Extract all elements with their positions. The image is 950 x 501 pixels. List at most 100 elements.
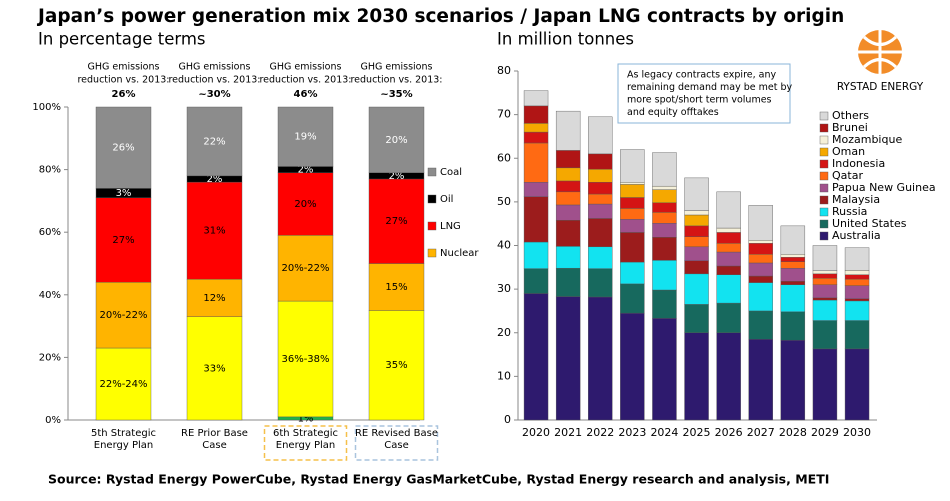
legend-swatch: [819, 171, 829, 181]
bar-segment: [523, 196, 549, 243]
bar-segment: [748, 339, 773, 421]
bar-segment: [588, 116, 613, 155]
bar-segment: [748, 240, 773, 244]
bar-segment: [555, 110, 581, 151]
bar-segment: [588, 182, 613, 195]
legend-swatch: [819, 135, 829, 145]
bar-segment: [780, 267, 806, 282]
bar-segment: [588, 246, 613, 269]
y-tick-label: 0%: [45, 415, 61, 426]
category-label-box: RE Revised Base Case: [355, 428, 438, 451]
legend-label: Others: [832, 109, 869, 122]
legend-label: Coal: [440, 167, 462, 178]
annotation-line: reduction vs. 2013:: [259, 75, 351, 86]
bar-segment: [652, 318, 677, 421]
logo-text: RYSTAD ENERGY: [837, 81, 924, 93]
bar-segment: [620, 184, 645, 198]
bar-segment: [684, 177, 709, 211]
bar-segment: [684, 246, 709, 261]
legend-swatch: [427, 248, 437, 258]
bar-segment: [652, 260, 677, 291]
legend-label: Mozambique: [832, 133, 902, 146]
bar-segment: [523, 105, 549, 124]
bar-segment: [555, 167, 581, 182]
bar-segment: [620, 219, 645, 233]
bar-segment: [555, 180, 581, 193]
x-tick-label: 2028: [779, 426, 807, 439]
legend-swatch: [819, 219, 829, 229]
bar-segment: [844, 278, 870, 286]
legend-label: Malaysia: [832, 193, 880, 206]
left-subtitle: In percentage terms: [38, 30, 206, 49]
value-label: 2%: [207, 174, 223, 185]
y-tick-label: 60: [497, 151, 511, 164]
x-tick-label: 6th Strategic Energy Plan: [272, 428, 338, 451]
bar-segment: [652, 223, 677, 238]
y-tick-label: 20%: [39, 352, 61, 363]
bar-segment: [368, 263, 425, 311]
annotation-line: and equity offtakes: [627, 107, 719, 118]
x-tick-label: 2029: [811, 426, 839, 439]
bar-segment: [620, 182, 645, 185]
value-label: 20%-22%: [99, 310, 147, 321]
bar-segment: [844, 320, 870, 350]
bar-segment: [748, 282, 773, 312]
bar-segment: [844, 348, 870, 421]
bar-segment: [844, 247, 870, 271]
legend-label: Qatar: [832, 169, 863, 182]
y-tick-label: 10: [497, 369, 511, 382]
bar-segment: [844, 274, 870, 280]
bar-segment: [780, 311, 806, 341]
value-label: 33%: [203, 363, 225, 374]
value-label: 3%: [116, 188, 132, 199]
legend-swatch: [819, 195, 829, 205]
x-tick-label: 2023: [618, 426, 646, 439]
bar-segment: [588, 193, 613, 205]
bar-segment: [716, 302, 741, 333]
bar-segment: [684, 332, 709, 421]
value-label: 35%: [385, 360, 407, 371]
annotation-value: 26%: [112, 89, 136, 100]
bar-segment: [186, 181, 243, 280]
bar-segment: [716, 227, 741, 233]
annotation-line: remaining demand may be met by: [627, 82, 792, 93]
bar-segment: [684, 214, 709, 227]
legend-label: Nuclear: [440, 248, 479, 259]
bar-segment: [780, 281, 806, 285]
annotation-line: As legacy contracts expire, any: [627, 70, 776, 81]
bar-segment: [748, 275, 773, 283]
bar-segment: [780, 284, 806, 313]
bar-segment: [684, 273, 709, 305]
bar-segment: [620, 283, 645, 314]
legend-swatch: [819, 123, 829, 133]
bar-segment: [716, 251, 741, 267]
x-tick-label: RE Prior Base Case: [181, 428, 248, 451]
y-tick-label: 40: [497, 239, 511, 252]
bar-segment: [652, 152, 677, 187]
bar-segment: [652, 212, 677, 224]
bar-segment: [95, 106, 152, 189]
bar-segment: [812, 245, 838, 272]
bar-segment: [368, 310, 425, 421]
bar-segment: [844, 298, 870, 302]
bar-segment: [523, 293, 549, 421]
legend-label: Russia: [832, 205, 867, 218]
bar-segment: [186, 316, 243, 421]
value-label: 22%: [203, 136, 225, 147]
bar-segment: [523, 268, 549, 294]
bar-segment: [812, 273, 838, 279]
bar-segment: [523, 241, 549, 269]
category-highlight: [354, 425, 439, 461]
bar-segment: [684, 225, 709, 237]
bar-segment: [523, 182, 549, 197]
value-label: 2%: [389, 171, 405, 182]
bar-segment: [748, 310, 773, 340]
bar-segment: [684, 210, 709, 216]
bar-segment: [780, 339, 806, 421]
x-tick-label: 2024: [650, 426, 678, 439]
x-tick-label: 2027: [747, 426, 775, 439]
bar-segment: [186, 278, 243, 317]
category-label-box: 5th Strategic Energy Plan: [91, 428, 156, 451]
bar-segment: [780, 257, 806, 262]
bar-segment: [368, 106, 425, 173]
